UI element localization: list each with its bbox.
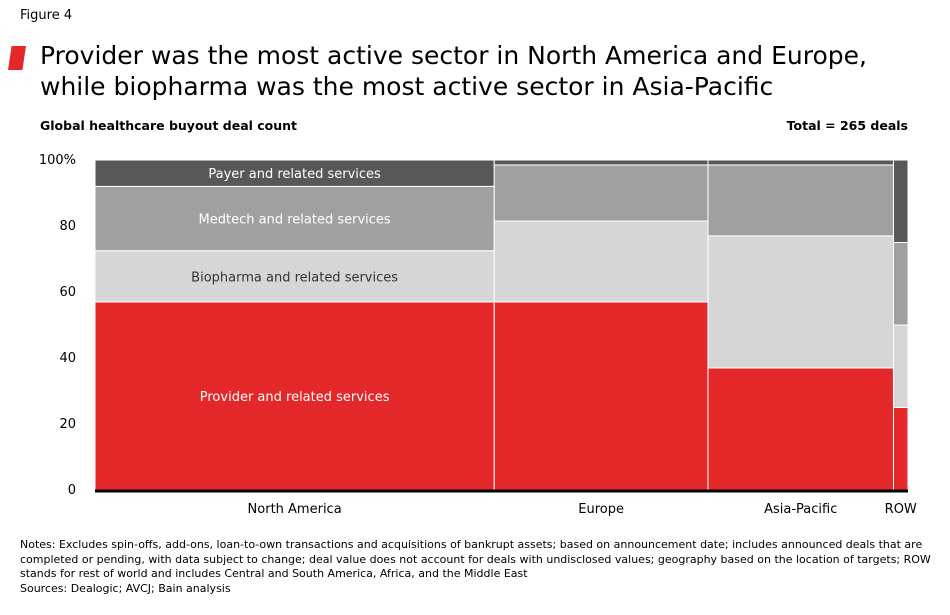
x-label-europe: Europe xyxy=(578,502,624,517)
x-label-north-america: North America xyxy=(248,502,342,517)
y-tick-label: 0 xyxy=(68,483,76,498)
y-tick-label: 60 xyxy=(59,285,76,300)
segment-medtech-and-related-services-asia-pacific xyxy=(707,164,894,237)
segment-label-medtech-and-related-services: Medtech and related services xyxy=(199,213,391,228)
y-tick-label: 40 xyxy=(59,351,76,366)
y-axis: 0 20 40 60 80 100% xyxy=(39,153,76,498)
y-tick-label: 20 xyxy=(59,417,76,432)
segment-payer-and-related-services-asia-pacific xyxy=(707,159,894,166)
marimekko-chart: 0 20 40 60 80 100% Provider and related servi… xyxy=(39,153,917,517)
segment-biopharma-and-related-services-asia-pacific xyxy=(707,235,894,369)
segment-labels: Provider and related services Biopharma a… xyxy=(191,167,398,405)
chart-title: Global healthcare buyout deal count xyxy=(40,118,298,133)
segment-label-biopharma-and-related-services: Biopharma and related services xyxy=(191,270,398,285)
segment-payer-and-related-services-europe xyxy=(493,159,709,166)
segment-biopharma-and-related-services-europe xyxy=(493,220,709,303)
x-axis: North America Europe Asia-Pacific ROW xyxy=(248,502,917,517)
segment-payer-and-related-services-row xyxy=(892,159,909,243)
segment-provider-and-related-services-north-america xyxy=(94,301,495,491)
notes: Notes: Excludes spin-offs, add-ons, loan… xyxy=(20,538,935,596)
segment-label-payer-and-related-services: Payer and related services xyxy=(208,167,381,182)
x-label-row: ROW xyxy=(885,502,917,517)
accent-mark xyxy=(8,46,26,70)
y-tick-label: 100% xyxy=(39,153,76,168)
segment-provider-and-related-services-asia-pacific xyxy=(707,367,894,491)
sources-text: Sources: Dealogic; AVCJ; Bain analysis xyxy=(20,581,231,595)
total-label: Total = 265 deals xyxy=(786,118,908,133)
chart-headline: Provider was the most active sector in N… xyxy=(40,41,867,101)
segment-medtech-and-related-services-europe xyxy=(493,164,709,222)
segment-biopharma-and-related-services-row xyxy=(892,324,909,408)
segment-biopharma-and-related-services-north-america xyxy=(94,250,495,303)
x-label-asia-pacific: Asia-Pacific xyxy=(764,502,837,517)
segment-medtech-and-related-services-row xyxy=(892,242,909,326)
notes-text: Notes: Excludes spin-offs, add-ons, loan… xyxy=(20,538,931,580)
segment-label-provider-and-related-services: Provider and related services xyxy=(200,390,390,405)
y-tick-label: 80 xyxy=(59,219,76,234)
segment-provider-and-related-services-row xyxy=(892,407,909,491)
segment-provider-and-related-services-europe xyxy=(493,301,709,491)
figure-label: Figure 4 xyxy=(20,8,73,23)
chart-bars xyxy=(94,159,909,493)
